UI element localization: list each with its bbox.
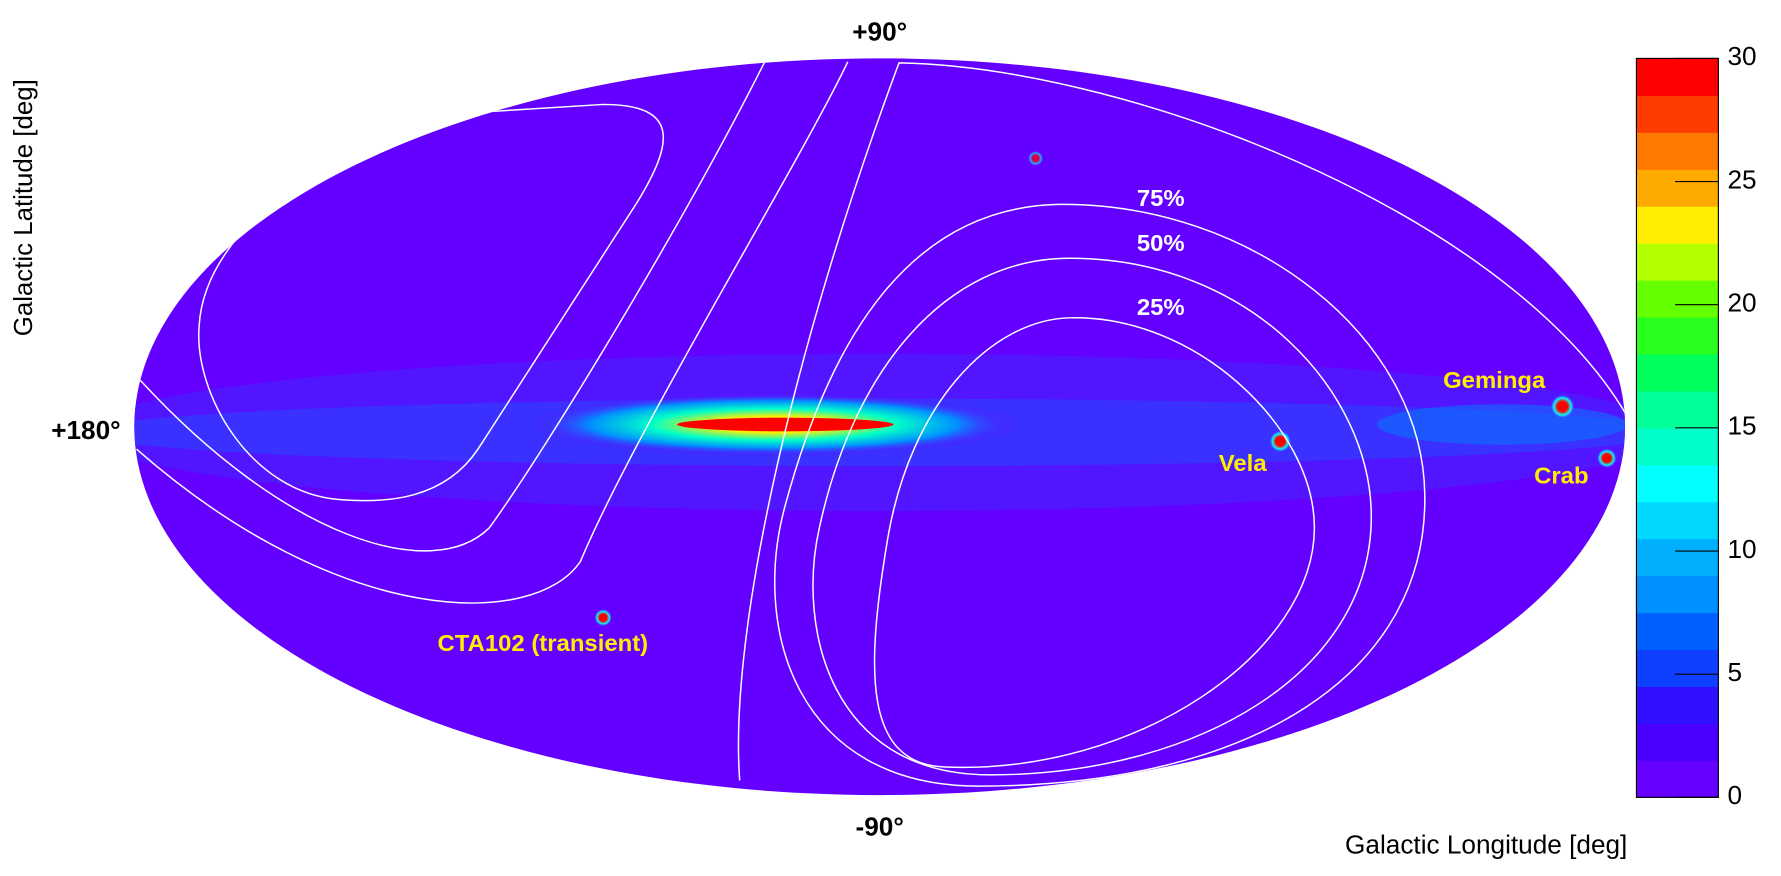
colorbar-band	[1636, 169, 1719, 207]
colorbar-band	[1636, 538, 1719, 577]
colorbar-band	[1636, 390, 1719, 429]
colorbar-tick-label: 15	[1727, 411, 1756, 441]
lon-tick-label: +180°	[51, 415, 120, 445]
colorbar-band	[1636, 280, 1719, 318]
colorbar-tick-label: 30	[1727, 41, 1756, 71]
source-label: Vela	[1219, 451, 1268, 477]
source-label: Geminga	[1443, 368, 1546, 394]
colorbar-band	[1636, 760, 1719, 798]
colorbar-band	[1636, 95, 1719, 133]
x-axis-title: Galactic Longitude [deg]	[1345, 830, 1627, 860]
exposure-contours	[136, 61, 1626, 787]
colorbar-band	[1636, 243, 1719, 281]
colorbar-tick-label: 20	[1727, 288, 1756, 318]
colorbar-band	[1636, 575, 1719, 614]
colorbar-tick-label: 0	[1727, 780, 1742, 810]
lat-tick-label: +90°	[852, 17, 907, 47]
colorbar-band	[1636, 612, 1719, 651]
colorbar-band	[1636, 649, 1719, 688]
source-label: Crab	[1534, 464, 1588, 490]
contour-label: 75%	[1137, 186, 1185, 212]
source-label: CTA102 (transient)	[438, 631, 649, 657]
emission	[134, 150, 1626, 627]
contour-label: 50%	[1137, 231, 1185, 257]
y-axis-title: Galactic Latitude [deg]	[8, 79, 38, 336]
colorbar-tick-label: 10	[1727, 534, 1756, 564]
colorbar-band	[1636, 317, 1719, 355]
lat-tick-label: -90°	[856, 812, 904, 842]
colorbar-tick-label: 25	[1727, 165, 1756, 195]
colorbar-band	[1636, 501, 1719, 540]
contour-label: 25%	[1137, 295, 1185, 321]
colorbar-band	[1636, 206, 1719, 244]
colorbar-band	[1636, 464, 1719, 503]
colorbar-band	[1636, 58, 1719, 96]
plot-area: 75% 50% 25% Geminga Vela Crab CTA102 (tr…	[8, 17, 1757, 860]
colorbar-band	[1636, 723, 1719, 761]
colorbar-tick-label: 5	[1727, 657, 1742, 687]
colorbar-band	[1636, 686, 1719, 724]
colorbar-band	[1636, 132, 1719, 170]
colorbar-band	[1636, 353, 1719, 392]
colorbar-band	[1636, 427, 1719, 466]
